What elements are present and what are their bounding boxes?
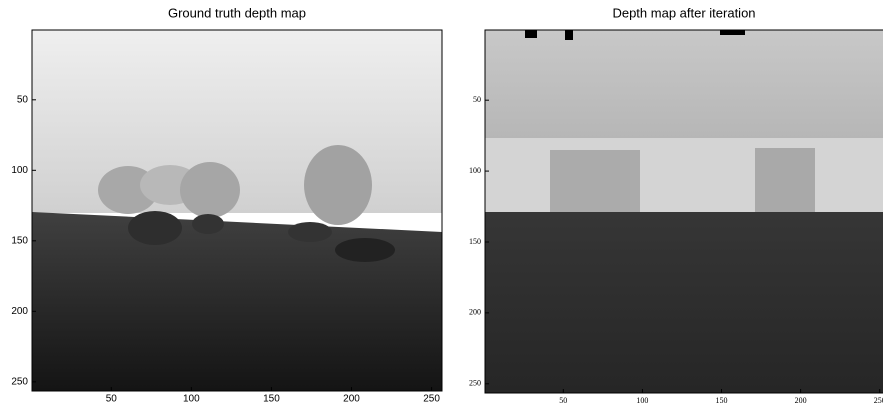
y-tick-label: 200 (469, 308, 481, 317)
y-tick-label: 150 (11, 235, 28, 246)
y-tick-label: 200 (11, 306, 28, 317)
chart-title: Ground truth depth map (168, 5, 306, 20)
y-tick-label: 250 (11, 376, 28, 387)
image-left (32, 30, 442, 391)
x-tick-label: 200 (343, 394, 360, 404)
x-tick-label: 250 (874, 396, 883, 404)
x-tick-label: 50 (559, 396, 567, 404)
y-tick-label: 100 (11, 165, 28, 176)
figure: Ground truth depth map 50 100 150 200 250 50 10… (0, 0, 883, 404)
chart-title: Depth map after iteration (612, 5, 755, 20)
y-tick-label: 50 (17, 94, 29, 105)
x-tick-label: 200 (795, 396, 807, 404)
y-tick-label: 150 (469, 237, 481, 246)
x-tick-label: 100 (183, 394, 200, 404)
y-tick-label: 100 (469, 166, 481, 175)
x-tick-label: 250 (423, 394, 440, 404)
image-right (485, 30, 883, 393)
x-tick-label: 50 (106, 394, 118, 404)
y-tick-label: 250 (469, 379, 481, 388)
x-tick-label: 100 (636, 396, 648, 404)
x-tick-label: 150 (716, 396, 728, 404)
y-tick-label: 50 (473, 95, 481, 104)
x-tick-label: 150 (263, 394, 280, 404)
